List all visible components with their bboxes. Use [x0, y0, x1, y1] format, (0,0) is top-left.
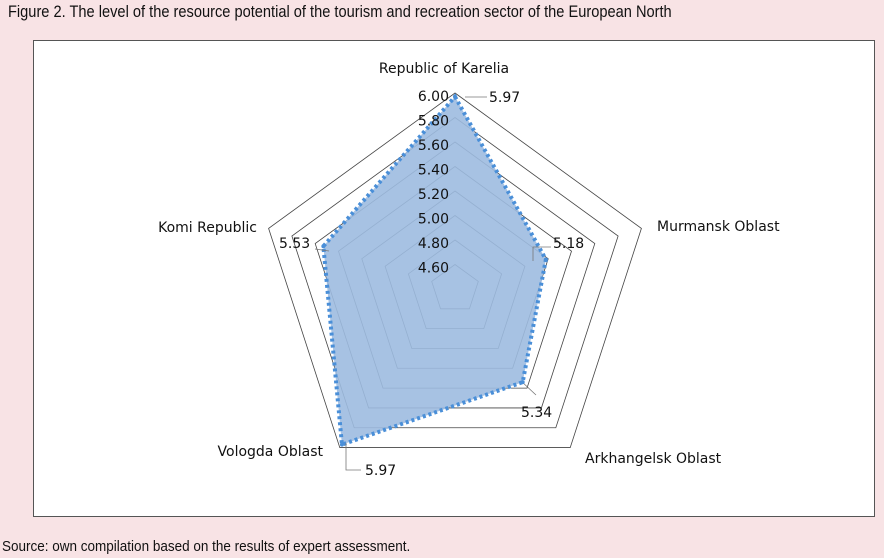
grid-ring: [291, 117, 619, 429]
data-point: [339, 442, 344, 447]
tick-label: 4.80: [418, 236, 449, 252]
data-label: 5.53: [279, 236, 310, 252]
data-point: [321, 244, 326, 249]
tick-label: 5.60: [418, 138, 449, 154]
category-label: Vologda Oblast: [218, 444, 324, 460]
data-label: 5.97: [365, 463, 396, 479]
figure-title: Figure 2. The level of the resource pote…: [8, 2, 672, 21]
tick-label: 5.00: [418, 212, 449, 228]
data-point: [543, 257, 548, 262]
source-note: Source: own compilation based on the res…: [2, 538, 411, 555]
tick-label: 5.20: [418, 187, 449, 203]
tick-label: 5.80: [418, 114, 449, 130]
leader-line: [314, 248, 330, 252]
leader-line: [345, 443, 361, 471]
chart-area: 4.60 4.80 5.00 5.20 5.40 5.60 5.80 6.00 Republic…: [33, 40, 875, 517]
tick-label: 6.00: [418, 89, 449, 105]
category-label: Komi Republic: [158, 220, 257, 236]
category-label: Republic of Karelia: [379, 61, 509, 77]
leader-line: [532, 246, 551, 261]
grid-ring: [268, 92, 642, 448]
data-series-area: [321, 93, 548, 448]
data-point: [520, 380, 525, 385]
radar-chart: 4.60 4.80 5.00 5.20 5.40 5.60 5.80 6.00 Republic…: [158, 61, 780, 479]
data-label: 5.34: [521, 405, 552, 421]
tick-label: 4.60: [418, 261, 449, 277]
category-label: Arkhangelsk Oblast: [585, 451, 722, 467]
data-label: 5.97: [489, 90, 520, 106]
tick-label: 5.40: [418, 163, 449, 179]
category-label: Murmansk Oblast: [657, 219, 780, 235]
data-label: 5.18: [553, 236, 584, 252]
data-point: [453, 94, 457, 99]
